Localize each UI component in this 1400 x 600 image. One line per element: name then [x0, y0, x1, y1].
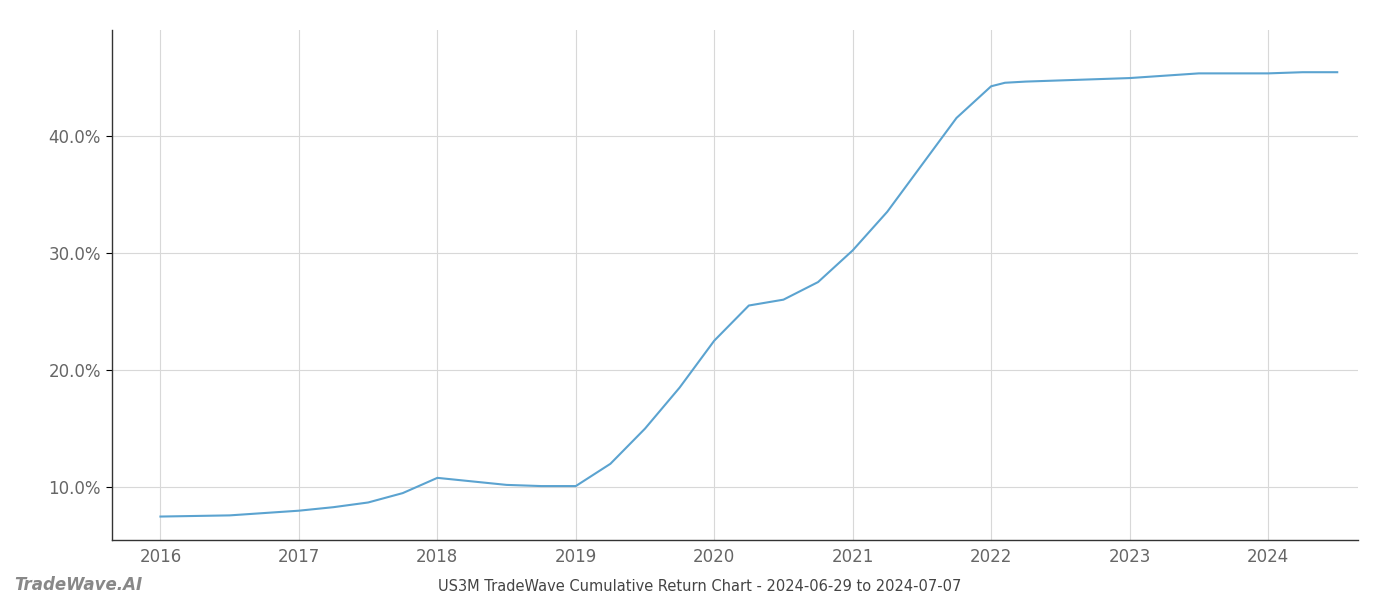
Text: TradeWave.AI: TradeWave.AI — [14, 576, 143, 594]
Text: US3M TradeWave Cumulative Return Chart - 2024-06-29 to 2024-07-07: US3M TradeWave Cumulative Return Chart -… — [438, 579, 962, 594]
